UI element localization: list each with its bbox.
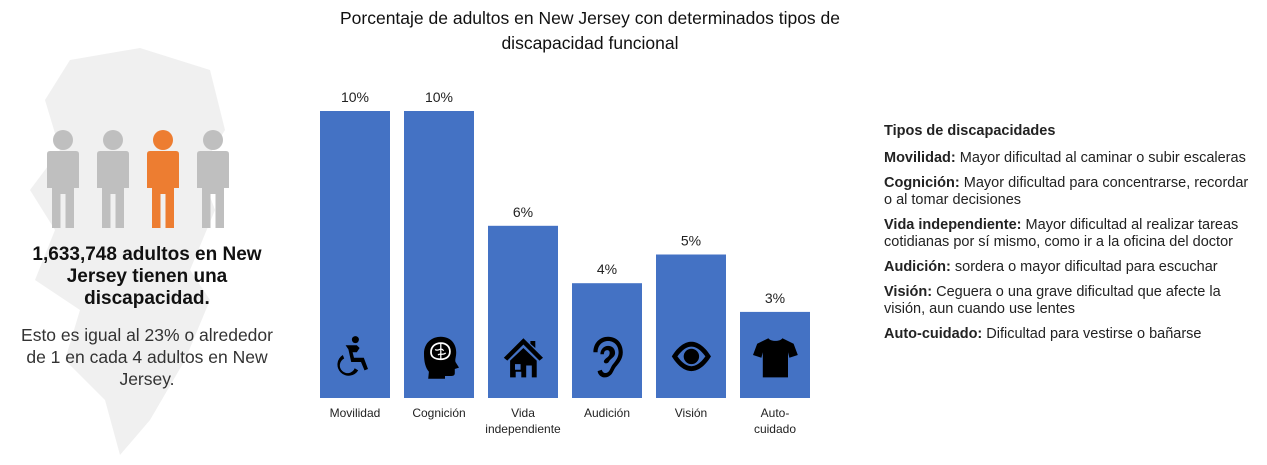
data-label: 10% — [341, 89, 369, 105]
category-label-line: independiente — [485, 422, 561, 436]
data-label: 10% — [425, 89, 453, 105]
person-icon — [97, 130, 129, 228]
ear-icon — [593, 336, 623, 378]
legend-item: Vida independiente: Mayor dificultad al … — [884, 217, 1260, 251]
data-label: 4% — [597, 261, 617, 277]
bar-4 — [656, 254, 726, 398]
legend-description: Mayor dificultad al caminar o subir esca… — [959, 150, 1246, 166]
legend-term: Vida independiente: — [884, 217, 1022, 233]
category-label-line: Audición — [584, 406, 630, 420]
person-icon — [47, 130, 79, 228]
legend-item: Cognición: Mayor dificultad para concent… — [884, 175, 1260, 209]
chart-title: Porcentaje de adultos en New Jersey con … — [339, 8, 840, 53]
legend-term: Visión: — [884, 284, 933, 300]
bar-0 — [320, 111, 390, 398]
legend-item: Audición: sordera o mayor dificultad par… — [884, 259, 1260, 276]
legend-item: Visión: Ceguera o una grave dificultad q… — [884, 284, 1260, 318]
legend-term: Audición: — [884, 259, 951, 275]
data-label: 5% — [681, 233, 701, 249]
house-icon — [503, 338, 543, 378]
legend-title: Tipos de discapacidades — [884, 123, 1056, 139]
category-label: Vida independiente — [485, 406, 561, 436]
legend-item: Movilidad: Mayor dificultad al caminar o… — [884, 150, 1260, 167]
legend-description: Ceguera o una grave dificultad que afect… — [884, 284, 1221, 317]
stat-headline: 1,633,748 adultos en New Jersey tienen u… — [32, 244, 262, 309]
category-label: Visión — [675, 406, 707, 420]
new-jersey-map-silhouette — [30, 48, 225, 455]
legend-description: Mayor dificultad al realizar tareas coti… — [884, 217, 1239, 250]
category-label-line: Cognición — [412, 406, 465, 420]
category-label-line: Visión — [675, 406, 707, 420]
person-icon — [197, 130, 229, 228]
eye-icon — [671, 341, 711, 372]
people-icons — [47, 130, 229, 228]
legend: Tipos de discapacidades Movilidad: Mayor… — [884, 122, 1260, 351]
legend-term: Movilidad: — [884, 150, 956, 166]
category-label: Cognición — [412, 406, 465, 420]
category-label-line: Vida — [511, 406, 535, 420]
shirt-icon — [753, 338, 798, 378]
category-label-line: Auto- — [761, 406, 790, 420]
legend-items: Movilidad: Mayor dificultad al caminar o… — [884, 150, 1260, 343]
person-icon-highlighted — [147, 130, 179, 228]
legend-description: Mayor dificultad para concentrarse, reco… — [884, 175, 1249, 208]
legend-term: Cognición: — [884, 175, 960, 191]
stat-detail: Esto es igual al 23% o alrededor de 1 en… — [21, 325, 273, 389]
category-label: Auto-cuidado — [754, 406, 796, 436]
legend-term: Auto-cuidado: — [884, 326, 983, 342]
category-label-line: cuidado — [754, 422, 796, 436]
legend-description: sordera o mayor dificultad para escuchar — [954, 259, 1218, 275]
legend-item: Auto-cuidado: Dificultad para vestirse o… — [884, 326, 1260, 343]
brain-head-icon — [424, 336, 459, 379]
data-label: 6% — [513, 204, 533, 220]
data-label: 3% — [765, 290, 785, 306]
legend-description: Dificultad para vestirse o bañarse — [986, 326, 1202, 342]
category-label: Movilidad — [330, 406, 381, 420]
category-label-line: Movilidad — [330, 406, 381, 420]
category-label: Audición — [584, 406, 630, 420]
